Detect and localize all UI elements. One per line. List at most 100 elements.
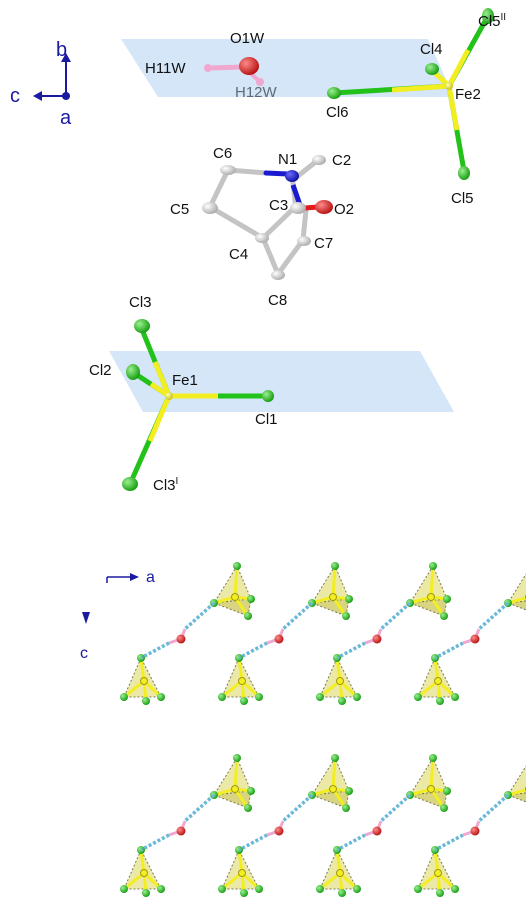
axis-a-label-bottom: a [146, 569, 155, 586]
label-C2: C2 [332, 152, 351, 169]
label-Fe2: Fe2 [455, 86, 481, 103]
motif-6-tetra-upper-cl [429, 754, 437, 762]
axis-b-label: b [56, 39, 67, 61]
motif-0-tetra-lower-cl [142, 697, 150, 705]
motif-6-tetra-upper-face [409, 790, 448, 809]
motif-3-tetra-lower-cl [436, 697, 444, 705]
label-N1: N1 [278, 151, 297, 168]
label-H12W: H12W [235, 84, 278, 101]
motif-3-hbond-lower [434, 641, 464, 660]
motif-4-tetra-upper-cl [244, 804, 252, 812]
motif-2-tetra-upper-cl [429, 562, 437, 570]
motif-5-tetra-upper-cl [345, 787, 353, 795]
motif-0-tetra-upper-fe [231, 593, 239, 601]
motif-7-tetra-lower-cl [414, 885, 422, 893]
motif-2-tetra-upper-cl [443, 595, 451, 603]
motif-3-tetra-lower-cl [414, 693, 422, 701]
motif-6-tetra-lower-bond [319, 871, 341, 891]
motif-6-tetra-lower-cl [316, 885, 324, 893]
motif-5-tetra-lower-cl [255, 885, 263, 893]
top-panel: b c a [10, 8, 506, 494]
motif-4-tetra-lower-fe [140, 869, 148, 877]
fe2-complex [327, 8, 494, 180]
motif-1-tetra-upper-bond [331, 565, 337, 598]
motif-1-tetra-lower-cl [255, 693, 263, 701]
motif-0-tetra-upper-cl [244, 612, 252, 620]
motif-0-tetra-upper-cl [233, 562, 241, 570]
motif-0-tetra-lower-bond [123, 679, 145, 699]
packing-diagram [120, 562, 526, 897]
motif-5-tetra-lower-bond [221, 871, 243, 891]
motif-1-tetra-lower-fe [238, 677, 246, 685]
label-Cl2: Cl2 [89, 362, 112, 379]
label-Cl5II: Cl5II [478, 12, 506, 30]
motif-1-tetra-lower-cl [240, 697, 248, 705]
motif-2-tetra-lower-cl [316, 693, 324, 701]
motif-6-water-o [372, 826, 382, 836]
motif-4-tetra-upper-bond [233, 757, 239, 790]
motif-6-hbond-lower [336, 833, 366, 852]
motif-4-tetra-upper-cl [233, 754, 241, 762]
label-C7: C7 [314, 235, 333, 252]
motif-4-tetra-lower-cl [142, 889, 150, 897]
motif-5-tetra-upper-bond [331, 757, 337, 790]
motif-2-tetra-lower-fe [336, 677, 344, 685]
motif-6-tetra-upper-cl [440, 804, 448, 812]
motif-6-tetra-upper-bond [429, 757, 435, 790]
axis-c-label-bottom: c [80, 645, 88, 662]
motif-7-tetra-lower-cl [436, 889, 444, 897]
motif-5-hbond-lower [238, 833, 268, 852]
motif-0-tetra-upper [213, 564, 252, 604]
motif-4-tetra-lower-bond [123, 871, 145, 891]
label-C6: C6 [213, 145, 232, 162]
motif-3-tetra-upper [507, 573, 526, 604]
motif-2-tetra-upper-fe [427, 593, 435, 601]
motif-6-tetra-lower-fe [336, 869, 344, 877]
label-Cl3: Cl3 [129, 294, 152, 311]
motif-3-hbond-upper [477, 601, 510, 631]
motif-4-tetra-upper-fe [231, 785, 239, 793]
motif-2-tetra-upper-cl [440, 612, 448, 620]
organic-cation [202, 155, 333, 280]
motif-4-water-o [176, 826, 186, 836]
motif-1-water-o [274, 634, 284, 644]
motif-0-hbond-upper [183, 601, 216, 631]
label-H11W: H11W [145, 60, 186, 77]
axis-c-label: c [10, 85, 20, 107]
motif-0-tetra-upper-cl [247, 595, 255, 603]
label-C4: C4 [229, 246, 248, 263]
motif-4-tetra-lower-cl [157, 885, 165, 893]
motif-1-tetra-upper [311, 564, 350, 604]
motif-1-tetra-upper-fe [329, 593, 337, 601]
axis-indicator: b c a [10, 39, 72, 129]
motif-2-tetra-lower-bond [319, 679, 341, 699]
motif-2-hbond-upper [379, 601, 412, 631]
motif-6-tetra-upper-cl [443, 787, 451, 795]
motif-5-hbond-upper [281, 793, 314, 823]
motif-7-tetra-upper [507, 765, 526, 796]
fe1-complex [122, 319, 274, 491]
motif-5-tetra-upper [311, 756, 350, 796]
label-Fe1: Fe1 [172, 372, 198, 389]
motif-5-tetra-lower-fe [238, 869, 246, 877]
label-O1W: O1W [230, 30, 265, 47]
motif-7-tetra-lower-fe [434, 869, 442, 877]
motif-2-tetra-upper-bond [429, 565, 435, 598]
motif-2-tetra-lower-cl [353, 693, 361, 701]
motif-5-tetra-lower-cl [240, 889, 248, 897]
motif-7-tetra-lower-bond [417, 871, 439, 891]
motif-1-tetra-lower-cl [218, 693, 226, 701]
label-Cl1: Cl1 [255, 411, 278, 428]
motif-4-tetra-upper-face [213, 790, 252, 809]
motif-0-tetra-lower-cl [157, 693, 165, 701]
motif-7-hbond-upper [477, 793, 510, 823]
water-molecule [204, 57, 264, 86]
motif-6-tetra-upper [409, 756, 448, 796]
mean-plane-upper [121, 39, 454, 97]
motif-2-hbond-lower [336, 641, 366, 660]
motif-1-hbond-lower [238, 641, 268, 660]
motif-4-tetra-lower-cl [120, 885, 128, 893]
motif-5-tetra-lower-cl [218, 885, 226, 893]
motif-0-hbond-lower [140, 641, 170, 660]
